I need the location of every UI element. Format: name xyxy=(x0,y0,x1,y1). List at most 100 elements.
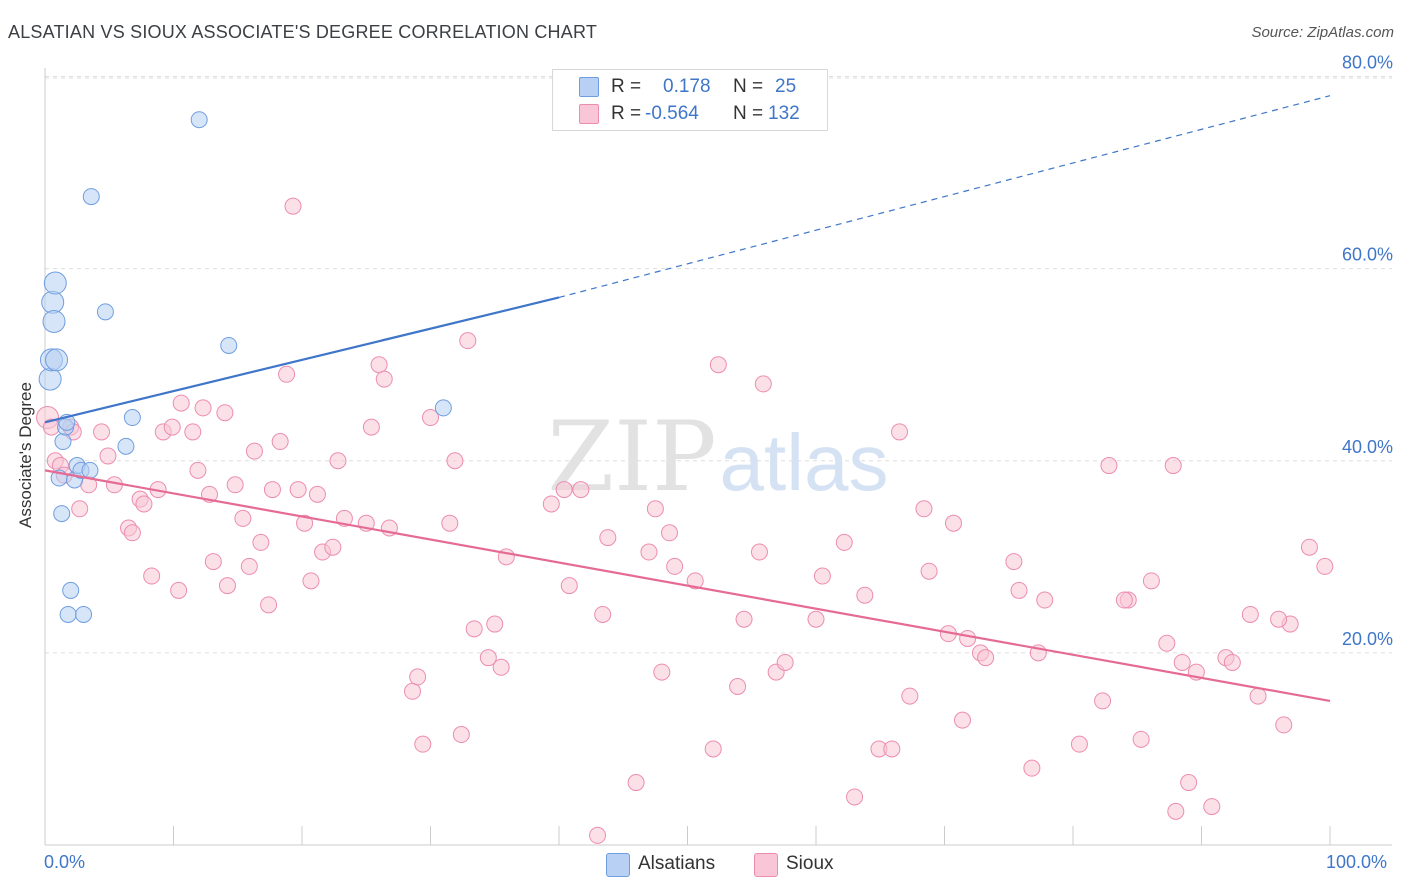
alsatian-trend-extension xyxy=(558,95,1331,299)
sioux-point xyxy=(296,514,314,532)
sioux-point xyxy=(308,485,326,503)
alsatian-point xyxy=(38,367,62,391)
watermark: ZIP atlas xyxy=(547,401,888,513)
sioux-point xyxy=(646,500,664,518)
sioux-point xyxy=(245,442,263,460)
sioux-point xyxy=(422,409,439,427)
sioux-point xyxy=(414,735,432,753)
sioux-point xyxy=(465,620,483,638)
sioux-point xyxy=(302,572,320,590)
sioux-point xyxy=(1005,553,1023,571)
sioux-point xyxy=(1010,581,1028,599)
sioux-point xyxy=(204,553,222,571)
alsatian-point xyxy=(59,605,77,623)
alsatian-point xyxy=(117,437,135,455)
sioux-point xyxy=(172,394,190,412)
sioux-point xyxy=(560,577,578,595)
alsatians-n-value: 25 xyxy=(775,76,797,97)
alsatian-point xyxy=(53,505,71,523)
legend-sioux-label: Sioux xyxy=(786,853,834,874)
sioux-point xyxy=(163,418,181,436)
sioux-point xyxy=(1070,735,1088,753)
sioux-point xyxy=(216,404,234,422)
alsatians-swatch xyxy=(579,77,599,97)
sioux-point xyxy=(813,567,831,585)
alsatian-point xyxy=(434,399,452,417)
source-label: Source: ZipAtlas.com xyxy=(1251,24,1394,41)
y-tick-label: 80.0% xyxy=(1342,53,1393,73)
sioux-point xyxy=(486,615,504,633)
stats-row-alsatians: R = 0.178 N = 25 xyxy=(553,74,827,100)
sioux-point xyxy=(666,557,684,575)
sioux-point xyxy=(920,562,938,580)
sioux-point xyxy=(375,370,393,388)
sioux-point xyxy=(542,495,560,513)
sioux-point xyxy=(189,461,207,479)
alsatian-point xyxy=(75,605,93,623)
legend-sioux-swatch xyxy=(754,853,778,877)
axes xyxy=(44,68,1392,846)
sioux-point xyxy=(234,509,252,527)
sioux-point xyxy=(594,605,612,623)
sioux-point xyxy=(194,399,212,417)
sioux-point xyxy=(555,481,573,499)
sioux-point xyxy=(846,788,864,806)
stats-row-sioux: R = -0.564 N = 132 xyxy=(553,101,827,127)
sioux-point xyxy=(959,629,977,647)
sioux-point xyxy=(599,529,617,547)
sioux-point xyxy=(704,740,722,758)
sioux-point xyxy=(883,740,901,758)
sioux-point xyxy=(1173,653,1191,671)
sioux-point xyxy=(446,452,464,470)
chart-title: ALSATIAN VS SIOUX ASSOCIATE'S DEGREE COR… xyxy=(8,22,598,42)
stats-box: R = 0.178 N = 25 R = -0.564 N = 132 xyxy=(552,69,828,131)
sioux-point xyxy=(218,577,236,595)
sioux-n-label: N = xyxy=(733,103,764,124)
alsatian-point xyxy=(42,309,66,333)
alsatian-points xyxy=(38,111,452,623)
sioux-point xyxy=(324,538,342,556)
sioux-point xyxy=(370,356,388,374)
sioux-point xyxy=(807,610,825,628)
sioux-point xyxy=(686,572,704,590)
sioux-point xyxy=(278,365,296,383)
sioux-point xyxy=(735,610,753,628)
sioux-point xyxy=(226,476,244,494)
sioux-point xyxy=(589,826,607,844)
sioux-n-value: 132 xyxy=(768,103,800,124)
sioux-point xyxy=(452,726,470,744)
sioux-point xyxy=(1275,716,1293,734)
sioux-r-value: -0.564 xyxy=(645,103,699,124)
alsatians-r-value: 0.178 xyxy=(663,76,711,97)
sioux-point xyxy=(362,418,380,436)
alsatian-point xyxy=(45,348,69,372)
sioux-point xyxy=(1132,730,1150,748)
sioux-point xyxy=(289,481,307,499)
sioux-point xyxy=(170,581,188,599)
sioux-point xyxy=(1142,572,1160,590)
alsatian-point xyxy=(82,188,100,206)
sioux-point xyxy=(754,375,772,393)
sioux-point xyxy=(184,423,202,441)
sioux-point xyxy=(240,557,258,575)
sioux-point xyxy=(1100,457,1118,475)
sioux-point xyxy=(1203,798,1221,816)
sioux-point xyxy=(441,514,459,532)
sioux-point xyxy=(1115,591,1133,609)
sioux-points xyxy=(36,197,1334,844)
sioux-point xyxy=(835,533,853,551)
sioux-point xyxy=(944,514,962,532)
alsatian-point xyxy=(62,581,80,599)
x-tick-label-min: 0.0% xyxy=(44,852,86,872)
sioux-point xyxy=(271,433,289,451)
y-axis-title: Associate's Degree xyxy=(16,382,35,528)
sioux-point xyxy=(709,356,727,374)
sioux-swatch xyxy=(579,104,599,124)
y-tick-label: 40.0% xyxy=(1342,437,1393,457)
alsatians-n-label: N = xyxy=(733,76,764,97)
watermark-atlas: atlas xyxy=(720,418,889,507)
sioux-point xyxy=(640,543,658,561)
sioux-point xyxy=(260,596,278,614)
sioux-point xyxy=(99,447,117,465)
